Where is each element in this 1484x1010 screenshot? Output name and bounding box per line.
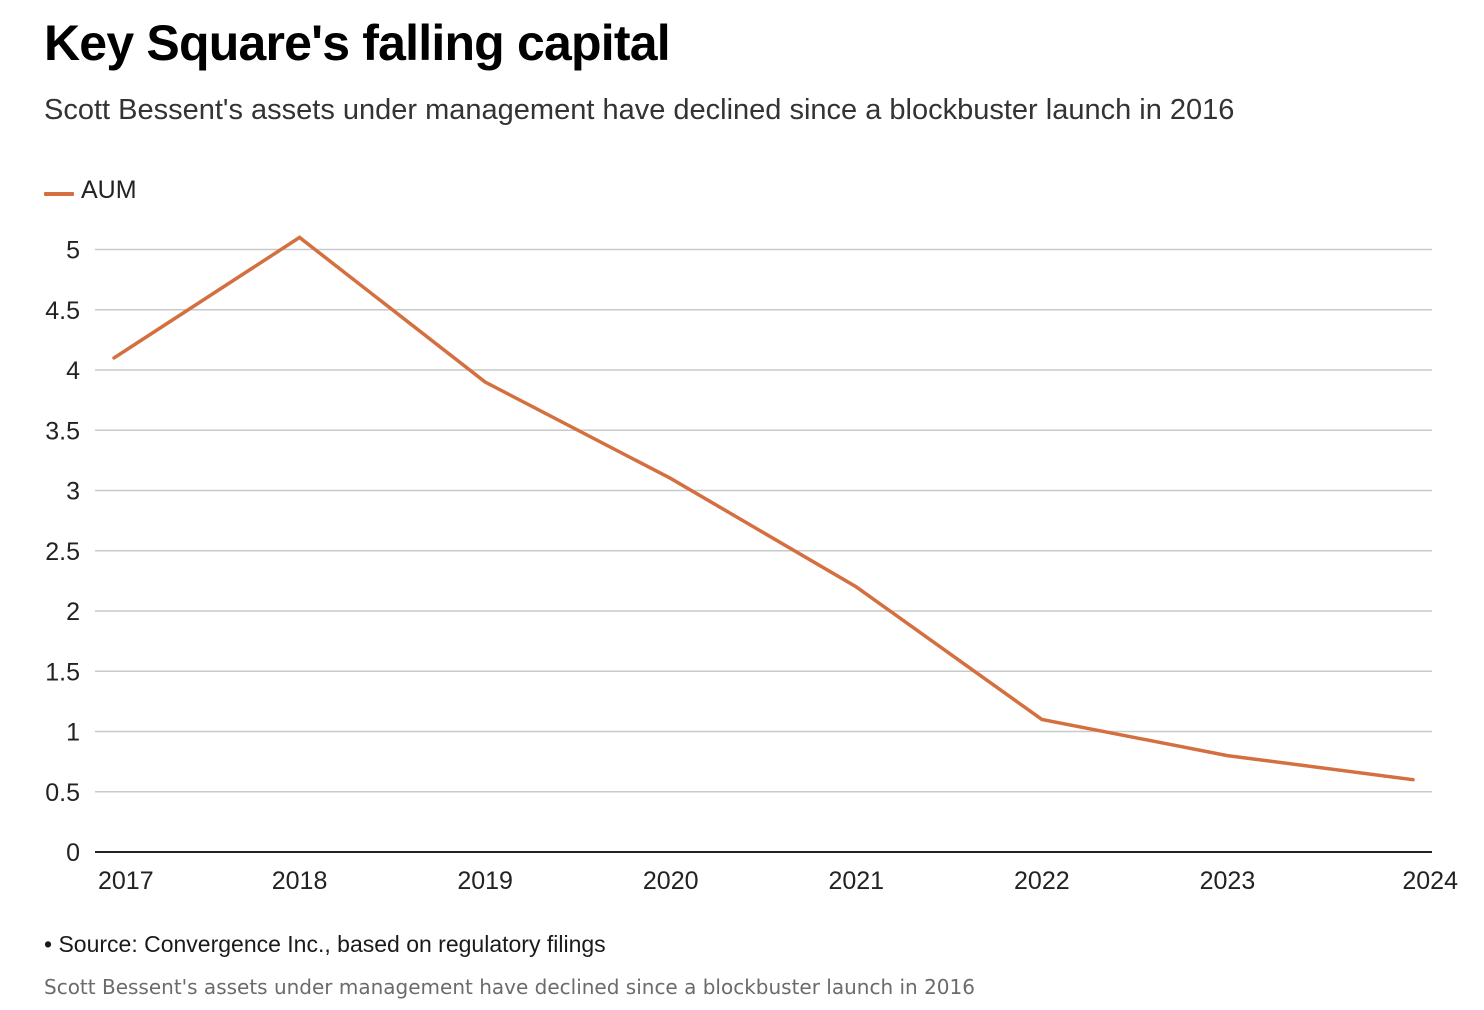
y-tick-label: 3 (66, 478, 80, 506)
legend-label-aum: AUM (81, 175, 137, 204)
series-line-aum (112, 235, 1415, 782)
source-note: • Source: Convergence Inc., based on reg… (44, 931, 606, 957)
legend-swatch-aum (44, 192, 74, 196)
image-caption: Scott Bessent's assets under management … (44, 975, 975, 999)
y-tick-label: 3.5 (45, 417, 80, 445)
x-tick-label: 2018 (272, 867, 328, 895)
x-tick-label: 2017 (98, 867, 154, 895)
y-tick-label: 2 (66, 598, 80, 626)
chart-title: Key Square's falling capital (44, 15, 671, 71)
x-tick-label: 2022 (1014, 867, 1070, 895)
x-tick-label: 2020 (643, 867, 699, 895)
y-tick-label: 4.5 (45, 297, 80, 325)
chart-legend: AUM (44, 174, 137, 206)
x-tick-label: 2021 (828, 867, 884, 895)
x-tick-label: 2024 (1402, 867, 1458, 895)
y-tick-label: 1.5 (45, 658, 80, 686)
x-tick-label: 2023 (1200, 867, 1256, 895)
y-tick-label: 2.5 (45, 538, 80, 566)
y-tick-label: 5 (66, 237, 80, 265)
y-tick-label: 4 (66, 357, 80, 385)
chart-subtitle: Scott Bessent's assets under management … (44, 94, 1235, 126)
y-tick-label: 1 (66, 719, 80, 747)
y-tick-label: 0 (66, 839, 80, 867)
x-tick-label: 2019 (457, 867, 513, 895)
y-tick-label: 0.5 (45, 779, 80, 807)
